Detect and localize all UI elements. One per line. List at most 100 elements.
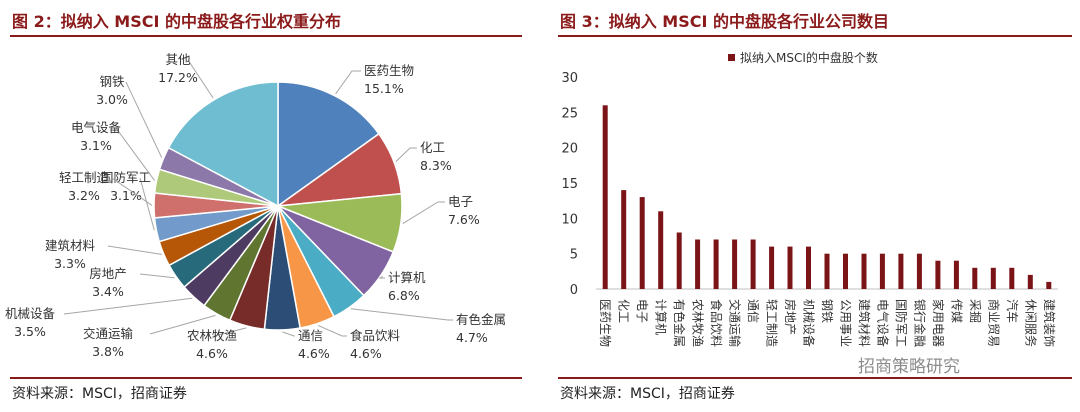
x-tick-label: 化工 — [617, 299, 631, 323]
x-tick-label: 采掘 — [968, 299, 983, 323]
x-tick-label: 机械设备 — [802, 299, 817, 347]
pie-leader-line — [139, 177, 155, 231]
x-tick-label: 计算机 — [654, 299, 669, 335]
pie-slice-label: 机械设备 — [5, 306, 56, 321]
y-tick-label: 5 — [570, 248, 578, 263]
bar — [769, 246, 775, 289]
pie-value-label: 6.8% — [388, 288, 420, 303]
bar — [602, 105, 608, 289]
pie-value-label: 3.8% — [92, 344, 124, 359]
bar — [658, 211, 664, 289]
pie-leader-line — [317, 324, 347, 337]
pie-leader-line — [282, 331, 295, 337]
x-tick-label: 房地产 — [783, 299, 798, 335]
pie-leader-line — [63, 297, 193, 315]
x-tick-label: 有色金属 — [672, 299, 687, 347]
pie-value-label: 3.0% — [96, 92, 128, 107]
x-tick-label: 银行金融 — [912, 299, 927, 347]
pie-slice-label: 国防军工 — [101, 170, 151, 185]
pie-slice-label: 交通运输 — [83, 326, 134, 341]
pie-slice-label: 食品饮料 — [350, 328, 401, 343]
right-chart-title: 图 3：拟纳入 MSCI 的中盘股各行业公司数目 — [560, 12, 889, 31]
pie-slice-label: 通信 — [298, 328, 323, 343]
x-tick-label: 钢铁 — [820, 299, 834, 323]
pie-value-label: 3.3% — [54, 256, 86, 271]
x-tick-label: 建筑材料 — [857, 299, 872, 347]
pie-leader-line — [125, 81, 163, 158]
pie-value-label: 7.6% — [448, 212, 480, 227]
pie-value-label: 3.2% — [68, 188, 100, 203]
pie-value-label: 4.6% — [196, 346, 228, 361]
bar — [861, 253, 867, 289]
pie-leader-line — [402, 201, 445, 225]
pie-chart: 医药生物 15.1% 化工 8.3% 电子 7.6% 计算机 6.8% 有色金属 4.7% 食品饮料… — [5, 52, 506, 361]
pie-slice-label: 农林牧渔 — [187, 328, 237, 343]
pie-slice-label: 电子 — [448, 194, 473, 209]
pie-slice-label: 房地产 — [89, 266, 127, 281]
y-tick-label: 10 — [561, 212, 578, 227]
pie-value-label: 3.1% — [80, 138, 112, 153]
pie-value-label: 3.1% — [110, 188, 142, 203]
bar — [916, 253, 922, 289]
watermark-text: 招商策略研究 — [858, 357, 960, 377]
bar — [1027, 274, 1033, 289]
pie-value-label: 8.3% — [420, 158, 452, 173]
y-tick-label: 30 — [561, 71, 578, 86]
pie-leader-line — [107, 245, 162, 255]
x-tick-label: 轻工制造 — [765, 299, 779, 347]
bar — [713, 239, 719, 289]
y-tick-label: 25 — [561, 106, 578, 121]
bar — [639, 197, 645, 289]
left-source-rule — [10, 377, 522, 379]
bar — [1046, 281, 1052, 289]
left-chart-title: 图 2：拟纳入 MSCI 的中盘股各行业权重分布 — [12, 12, 341, 31]
x-tick-label: 通信 — [746, 299, 760, 323]
pie-leader-line — [395, 147, 417, 162]
right-panel: 图 3：拟纳入 MSCI 的中盘股各行业公司数目 拟纳入MSCI的中盘股个数 0 5… — [548, 0, 1080, 412]
left-panel: 图 2：拟纳入 MSCI 的中盘股各行业权重分布 医药生物 15.1% 化工 8.3%… — [0, 0, 530, 412]
bar — [621, 190, 627, 289]
pie-leader-line — [187, 59, 214, 99]
legend-label: 拟纳入MSCI的中盘股个数 — [740, 50, 878, 65]
pie-slice-label: 钢铁 — [99, 74, 125, 89]
x-tick-label: 食品饮料 — [709, 299, 724, 347]
right-source-note: 资料来源：MSCI，招商证券 — [560, 386, 735, 402]
x-tick-label: 建筑装饰 — [1042, 299, 1057, 347]
bar — [879, 253, 885, 289]
pie-leader-line — [335, 70, 361, 95]
pie-value-label: 3.4% — [92, 284, 124, 299]
pie-slice-label: 医药生物 — [364, 63, 414, 78]
x-tick-label: 公用事业 — [839, 299, 853, 347]
left-source-note: 资料来源：MSCI，招商证券 — [12, 386, 187, 402]
pie-value-label: 17.2% — [158, 70, 198, 85]
x-tick-label: 国防军工 — [894, 299, 909, 347]
x-tick-label: 交通运输 — [728, 299, 743, 347]
pie-value-label: 15.1% — [364, 81, 404, 96]
bar — [676, 232, 682, 289]
pie-slice — [167, 81, 279, 208]
pie-slice-label: 有色金属 — [456, 312, 506, 327]
bar — [972, 267, 978, 289]
y-tick-label: 20 — [561, 142, 578, 157]
pie-leader-line — [213, 327, 247, 337]
pie-value-label: 3.5% — [14, 324, 46, 339]
legend-swatch — [728, 54, 735, 61]
bar — [787, 246, 793, 289]
x-tick-label: 商业贸易 — [986, 299, 1001, 347]
pie-value-label: 4.6% — [298, 346, 330, 361]
x-tick-label: 汽车 — [1005, 299, 1020, 323]
bar — [732, 239, 738, 289]
bar — [1009, 267, 1015, 289]
pie-leader-line — [115, 127, 156, 181]
pie-leader-line — [111, 177, 153, 206]
x-tick-label: 休闲服务 — [1023, 299, 1038, 347]
pie-leader-line — [139, 273, 175, 279]
bar — [695, 239, 701, 289]
pie-value-label: 4.7% — [456, 330, 488, 345]
bar — [750, 239, 756, 289]
bar — [935, 260, 941, 289]
bar — [824, 253, 830, 289]
bar-chart: 拟纳入MSCI的中盘股个数 0 5 10 15 20 25 30 医药生物 化工 电子 计算机 有色金属… — [561, 50, 1058, 347]
pie-slice — [277, 81, 380, 208]
pie-leader-line — [350, 308, 453, 321]
